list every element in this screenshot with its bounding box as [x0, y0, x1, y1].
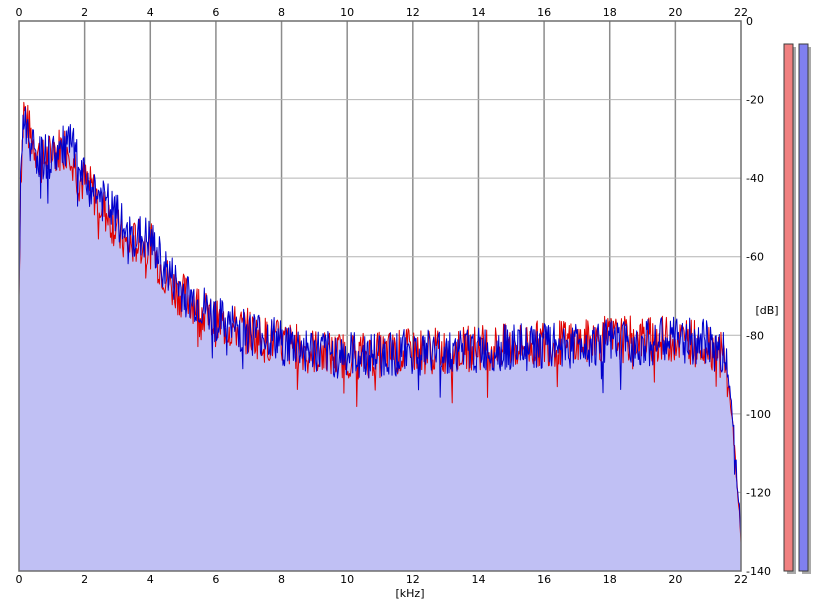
series-line-1	[18, 101, 742, 543]
x-tick-label-bottom: 12	[406, 573, 420, 586]
x-tick-label-top: 14	[471, 6, 485, 19]
spectrum-area	[19, 102, 741, 572]
x-tick-label-top: 22	[734, 6, 748, 19]
y-tick-label: 0	[746, 15, 753, 28]
x-tick-label-top: 6	[212, 6, 219, 19]
x-tick-label-top: 12	[406, 6, 420, 19]
series-lines	[18, 101, 742, 543]
y-tick-label: -40	[746, 172, 764, 185]
x-tick-labels-bottom: 0 2 4 6 8 10 12 14 16 18 20 22	[16, 573, 749, 586]
y-tick-label: -140	[746, 565, 771, 578]
x-tick-label-bottom: 8	[278, 573, 285, 586]
level-meter-2	[798, 43, 809, 572]
x-tick-label-bottom: 4	[147, 573, 154, 586]
x-tick-label-top: 0	[16, 6, 23, 19]
x-tick-label-bottom: 10	[340, 573, 354, 586]
x-tick-label-bottom: 18	[603, 573, 617, 586]
spectrum-fill	[19, 102, 741, 572]
x-tick-label-bottom: 16	[537, 573, 551, 586]
x-tick-label-top: 2	[81, 6, 88, 19]
plot-border	[18, 20, 742, 572]
plot-frame	[18, 20, 742, 572]
y-tick-label: -60	[746, 251, 764, 264]
series-line-2	[18, 107, 742, 539]
x-tick-label-bottom: 20	[668, 573, 682, 586]
x-tick-label-bottom: 14	[471, 573, 485, 586]
x-tick-label-top: 20	[668, 6, 682, 19]
level-meter-1	[783, 43, 794, 572]
x-tick-label-bottom: 6	[212, 573, 219, 586]
y-tick-label: -120	[746, 486, 771, 499]
x-tick-label-top: 18	[603, 6, 617, 19]
x-tick-label-bottom: 2	[81, 573, 88, 586]
level-meters	[783, 43, 811, 574]
y-tick-label: -80	[746, 329, 764, 342]
y-tick-label: -100	[746, 408, 771, 421]
x-tick-label-top: 10	[340, 6, 354, 19]
x-tick-label-bottom: 22	[734, 573, 748, 586]
y-tick-labels: 0 -20 -40 -60 -80 -100 -120 -140	[746, 15, 771, 578]
x-tick-label-top: 16	[537, 6, 551, 19]
y-tick-label: -20	[746, 94, 764, 107]
x-tick-label-top: 4	[147, 6, 154, 19]
y-axis-label: [dB]	[755, 304, 778, 317]
x-tick-labels-top: 0 2 4 6 8 10 12 14 16 18 20 22	[16, 6, 749, 19]
x-axis-label: [kHz]	[396, 587, 425, 600]
x-tick-label-bottom: 0	[16, 573, 23, 586]
x-tick-label-top: 8	[278, 6, 285, 19]
